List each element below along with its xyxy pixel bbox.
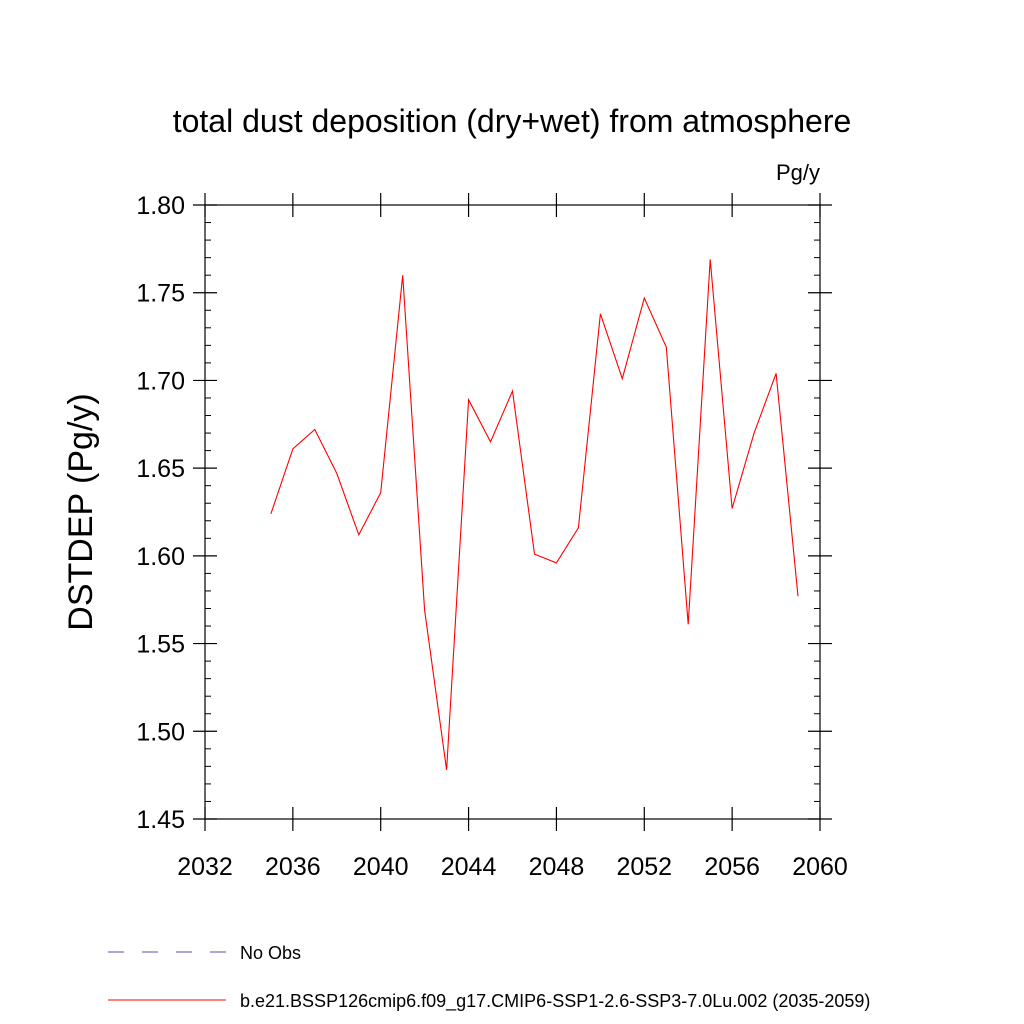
- legend-label-model-run: b.e21.BSSP126cmip6.f09_g17.CMIP6-SSP1-2.…: [240, 991, 870, 1012]
- x-tick-label: 2060: [792, 853, 848, 881]
- y-tick-label: 1.75: [136, 280, 185, 308]
- y-tick-label: 1.80: [136, 192, 185, 220]
- legend-label-no-obs: No Obs: [240, 943, 301, 963]
- x-tick-label: 2032: [177, 853, 233, 881]
- axis-ticks: [193, 193, 832, 831]
- units-label: Pg/y: [776, 160, 820, 185]
- legend: No Obs b.e21.BSSP126cmip6.f09_g17.CMIP6-…: [108, 943, 870, 1012]
- x-tick-label: 2040: [353, 853, 409, 881]
- y-tick-label: 1.70: [136, 367, 185, 395]
- x-tick-label: 2036: [265, 853, 321, 881]
- y-tick-label: 1.55: [136, 631, 185, 659]
- series-line: [270, 259, 799, 770]
- y-tick-label: 1.50: [136, 718, 185, 746]
- chart-title: total dust deposition (dry+wet) from atm…: [173, 103, 852, 139]
- x-tick-labels: 2032 2036 2040 2044 2048 2052 2056 2060: [177, 853, 848, 881]
- y-tick-label: 1.65: [136, 455, 185, 483]
- x-tick-label: 2052: [616, 853, 672, 881]
- x-tick-label: 2048: [529, 853, 585, 881]
- y-tick-labels: 1.45 1.50 1.55 1.60 1.65 1.70 1.75 1.80: [136, 192, 185, 834]
- plot-frame: [204, 204, 821, 820]
- y-tick-label: 1.60: [136, 543, 185, 571]
- series-group: [270, 259, 799, 770]
- x-tick-label: 2044: [441, 853, 497, 881]
- y-axis-title: DSTDEP (Pg/y): [62, 393, 100, 630]
- x-tick-label: 2056: [704, 853, 760, 881]
- y-tick-label: 1.45: [136, 806, 185, 834]
